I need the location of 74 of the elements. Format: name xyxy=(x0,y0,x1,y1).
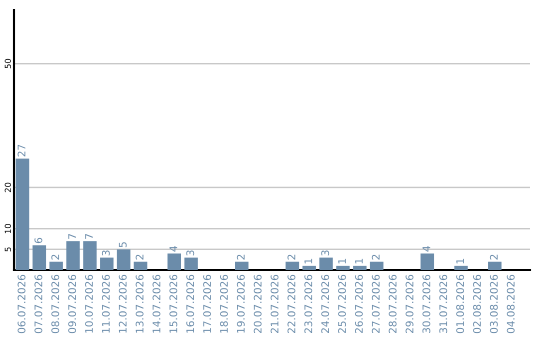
x-tick-label: 17.07.2026 xyxy=(203,274,212,333)
x-tick-label: 25.07.2026 xyxy=(338,274,346,334)
x-tick-label: 04.08.2026 xyxy=(506,274,515,334)
x-tick-label: 26.07.2026 xyxy=(354,274,363,334)
data-label: 7 xyxy=(85,234,93,239)
data-label: 7 xyxy=(68,234,76,239)
x-tick-label: 24.07.2026 xyxy=(321,274,330,334)
y-tick-label: 20 xyxy=(4,182,11,192)
x-tick-label: 14.07.2026 xyxy=(152,274,160,333)
x-tick-label: 20.07.2026 xyxy=(254,274,262,334)
y-tick-label: 50 xyxy=(4,58,11,68)
bar xyxy=(353,266,367,270)
data-label: 3 xyxy=(321,250,330,256)
data-label: 3 xyxy=(186,250,194,256)
x-tick-label: 19.07.2026 xyxy=(236,274,245,333)
data-label: 5 xyxy=(118,242,127,248)
bar xyxy=(100,258,114,270)
bar xyxy=(234,262,248,270)
x-tick-label: 08.07.2026 xyxy=(51,274,60,334)
data-label: 1 xyxy=(355,258,363,264)
x-tick-label: 12.07.2026 xyxy=(118,274,127,333)
data-label: 2 xyxy=(51,254,60,260)
x-tick-label: 18.07.2026 xyxy=(220,274,228,333)
x-tick-label: 01.08.2026 xyxy=(456,274,464,334)
x-tick-label: 23.07.2026 xyxy=(304,274,312,334)
bar xyxy=(420,253,434,270)
bar xyxy=(488,262,502,270)
x-tick-label: 27.07.2026 xyxy=(372,274,380,334)
data-label: 1 xyxy=(304,258,312,264)
bar xyxy=(336,266,350,270)
data-label: 3 xyxy=(102,250,110,256)
x-tick-label: 11.07.2026 xyxy=(102,274,110,333)
x-tick-label: 30.07.2026 xyxy=(422,274,430,334)
x-tick-label: 13.07.2026 xyxy=(136,274,144,333)
x-tick-label: 21.07.2026 xyxy=(270,274,278,334)
bar xyxy=(16,158,30,270)
bar xyxy=(66,241,80,270)
x-tick-label: 15.07.2026 xyxy=(169,274,178,333)
bar xyxy=(184,258,198,270)
x-tick-label: 07.07.2026 xyxy=(34,274,42,334)
x-tick-label: 28.07.2026 xyxy=(388,274,397,334)
x-tick-label: 06.07.2026 xyxy=(18,274,26,334)
bar xyxy=(134,262,148,270)
data-label: 6 xyxy=(34,238,42,244)
bar xyxy=(49,262,63,270)
data-label: 2 xyxy=(136,254,144,260)
data-label: 1 xyxy=(338,258,346,264)
x-tick-label: 03.08.2026 xyxy=(490,274,498,334)
bar xyxy=(302,266,316,270)
bar xyxy=(116,249,130,270)
x-tick-label: 10.07.2026 xyxy=(85,274,93,333)
data-label: 2 xyxy=(287,254,296,260)
data-label: 1 xyxy=(456,258,464,264)
x-tick-label: 31.07.2026 xyxy=(439,274,448,334)
bar xyxy=(286,262,300,270)
data-label: 4 xyxy=(422,246,430,252)
data-label: 4 xyxy=(170,246,178,252)
bar xyxy=(32,245,46,270)
data-label: 27 xyxy=(18,144,26,156)
y-tick-label: 5 xyxy=(4,247,11,252)
data-label: 2 xyxy=(490,254,498,260)
data-label: 2 xyxy=(236,254,245,260)
y-tick-label: 10 xyxy=(4,224,11,234)
x-tick-label: 29.07.2026 xyxy=(406,274,414,334)
data-label: 2 xyxy=(372,254,380,260)
x-tick-label: 02.08.2026 xyxy=(473,274,481,334)
bar xyxy=(370,262,384,270)
bar xyxy=(168,253,182,270)
bar xyxy=(83,241,97,270)
bar xyxy=(454,266,468,270)
x-tick-label: 09.07.2026 xyxy=(68,274,76,334)
bar xyxy=(319,258,333,270)
x-tick-label: 16.07.2026 xyxy=(186,274,194,333)
x-tick-label: 22.07.2026 xyxy=(287,274,296,334)
